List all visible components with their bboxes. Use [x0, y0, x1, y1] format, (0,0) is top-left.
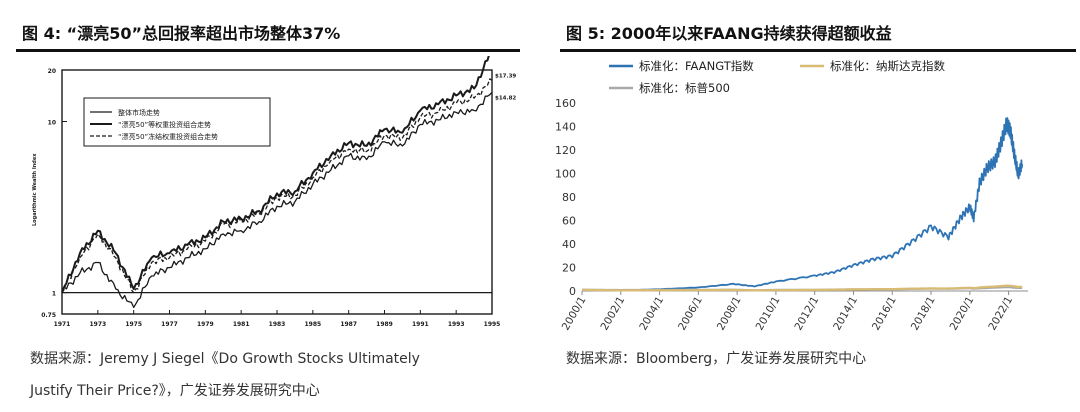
legend-label: 标准化：纳斯达克指数 — [830, 59, 945, 73]
x-tick-label: 1993 — [448, 321, 465, 328]
x-tick-label: 1977 — [161, 321, 178, 328]
x-tick-label: 2022/1 — [986, 295, 1015, 333]
legend-label: 标准化：标普500 — [639, 81, 730, 95]
x-tick-label: 2012/1 — [792, 295, 821, 333]
title-rule — [16, 49, 520, 52]
source-line-1: 数据来源：Jeremy J Siegel《Do Growth Stocks Ul… — [30, 351, 420, 367]
y-tick-label: 10 — [48, 120, 56, 127]
source-line-2: Justify Their Price?》，广发证券发展研究中心 — [30, 383, 320, 399]
x-tick-label: 1981 — [233, 321, 250, 328]
y-tick-label: 160 — [555, 97, 576, 110]
y-tick-label: 100 — [555, 168, 576, 181]
y-tick-label: 80 — [562, 191, 576, 204]
legend-label: “漂亮50”等权重投资组合走势 — [118, 120, 211, 129]
y-axis-label: Logarithmic Wealth Index — [32, 153, 38, 226]
series-line-2 — [61, 56, 490, 293]
x-tick-label: 1985 — [304, 321, 321, 328]
y-tick-label: 140 — [555, 121, 576, 134]
end-value-label: $14.82 — [495, 95, 516, 101]
x-tick-label: 2002/1 — [599, 295, 628, 333]
x-tick-label: 2020/1 — [948, 295, 977, 333]
legend-label: 整体市场走势 — [118, 108, 160, 117]
title-rule — [560, 49, 1076, 52]
y-tick-label: 20 — [562, 262, 576, 275]
end-value-label: $17.39 — [495, 73, 516, 79]
figure-4-title: 图 4: “漂亮50”总回报率超出市场整体37% — [22, 24, 341, 43]
x-tick-label: 1989 — [376, 321, 393, 328]
x-tick-label: 2016/1 — [870, 295, 899, 333]
x-tick-label: 1971 — [54, 321, 71, 328]
y-tick-label: 60 — [562, 215, 576, 228]
pretty50-chart: 20 10 1 0.75 1971 1973 1975 1977 1979 1981 1983 19… — [32, 56, 516, 328]
x-tick-label: 2008/1 — [715, 295, 744, 333]
x-tick-label: 2010/1 — [754, 295, 783, 333]
series-line-1 — [582, 117, 1024, 292]
series-line-2 — [581, 284, 1023, 292]
x-tick-label: 2006/1 — [676, 295, 705, 333]
legend-box — [83, 97, 271, 147]
x-tick-label: 1995 — [484, 321, 501, 328]
x-tick-label: 2000/1 — [560, 295, 589, 333]
x-tick-label: 2004/1 — [637, 295, 666, 333]
x-tick-label: 1991 — [412, 321, 429, 328]
y-tick-label: 20 — [48, 68, 56, 75]
x-tick-label: 2014/1 — [831, 295, 860, 333]
series-line-3 — [61, 78, 493, 294]
x-tick-label: 1983 — [269, 321, 286, 328]
y-tick-label: 1 — [52, 291, 56, 298]
source-line: 数据来源：Bloomberg，广发证券发展研究中心 — [566, 351, 867, 367]
x-tick-label: 1979 — [197, 321, 214, 328]
y-tick-label: 120 — [555, 144, 576, 157]
legend-label: “漂亮50”冻结权重投资组合走势 — [118, 132, 218, 141]
y-tick-label: 0.75 — [41, 312, 56, 319]
x-tick-label: 1973 — [89, 321, 106, 328]
x-tick-label: 1987 — [340, 321, 357, 328]
y-tick-label: 0 — [569, 285, 576, 298]
legend: 整体市场走势 “漂亮50”等权重投资组合走势 “漂亮50”冻结权重投资组合走势 — [83, 97, 271, 147]
y-tick-label: 40 — [562, 238, 576, 251]
legend-label: 标准化：FAANGT指数 — [639, 59, 754, 73]
figure-5-title: 图 5: 2000年以来FAANG持续获得超额收益 — [566, 24, 892, 43]
series-line-1 — [61, 91, 493, 309]
x-tick-label: 2018/1 — [909, 295, 938, 333]
x-tick-label: 1975 — [125, 321, 142, 328]
